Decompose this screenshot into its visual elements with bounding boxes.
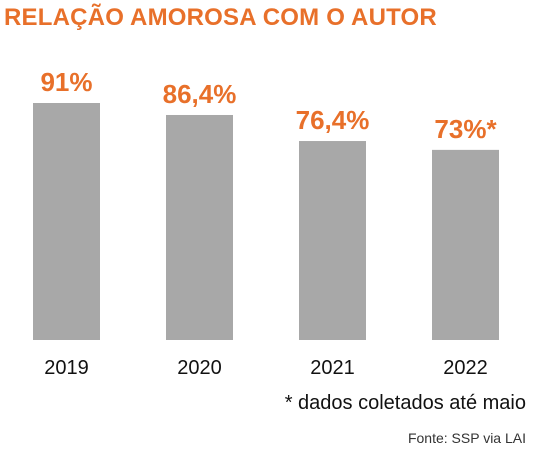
x-tick-label-2019: 2019 (44, 357, 89, 379)
x-tick-label-2022: 2022 (443, 357, 488, 379)
x-tick-label-2021: 2021 (310, 357, 355, 379)
bar-2020 (166, 114, 233, 340)
source-credit: Fonte: SSP via LAI (407, 430, 526, 446)
value-label-2019: 91% (40, 67, 92, 97)
bar-2021 (299, 141, 366, 340)
value-label-2021: 76,4% (296, 105, 370, 135)
chart-title: RELAÇÃO AMOROSA COM O AUTOR (4, 4, 437, 31)
x-tick-label-2020: 2020 (177, 357, 222, 379)
bar-2019 (33, 103, 100, 340)
bar-2022 (432, 149, 499, 340)
value-label-2020: 86,4% (163, 79, 237, 109)
value-label-2022: 73%* (434, 114, 497, 144)
footnote: * dados coletados até maio (284, 392, 526, 414)
bar-chart: 91% 2019 86,4% 2020 76,4% 2021 73%* 2022 (33, 67, 499, 379)
